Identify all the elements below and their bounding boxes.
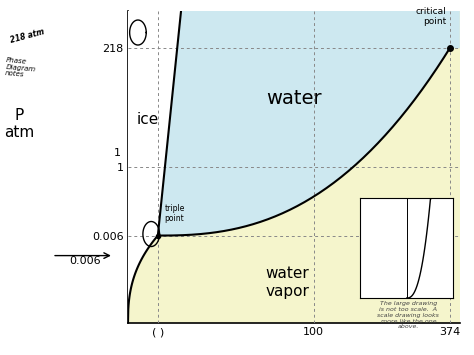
Text: 218 atm: 218 atm <box>9 27 46 45</box>
Polygon shape <box>158 11 460 236</box>
Text: critical
point: critical point <box>416 7 447 26</box>
Polygon shape <box>128 11 181 323</box>
Text: water: water <box>266 89 322 108</box>
Text: triple
point: triple point <box>164 204 185 223</box>
Text: Phase
Diagram
notes: Phase Diagram notes <box>5 56 36 79</box>
Text: 1: 1 <box>114 148 121 158</box>
Text: P
atm: P atm <box>4 108 34 141</box>
Text: water
vapor: water vapor <box>265 266 309 299</box>
Text: ice: ice <box>137 113 159 127</box>
Text: 0.006: 0.006 <box>70 256 101 266</box>
Text: The large drawing
is not too scale.  A
scale drawing looks
more like the one
abo: The large drawing is not too scale. A sc… <box>377 301 439 329</box>
